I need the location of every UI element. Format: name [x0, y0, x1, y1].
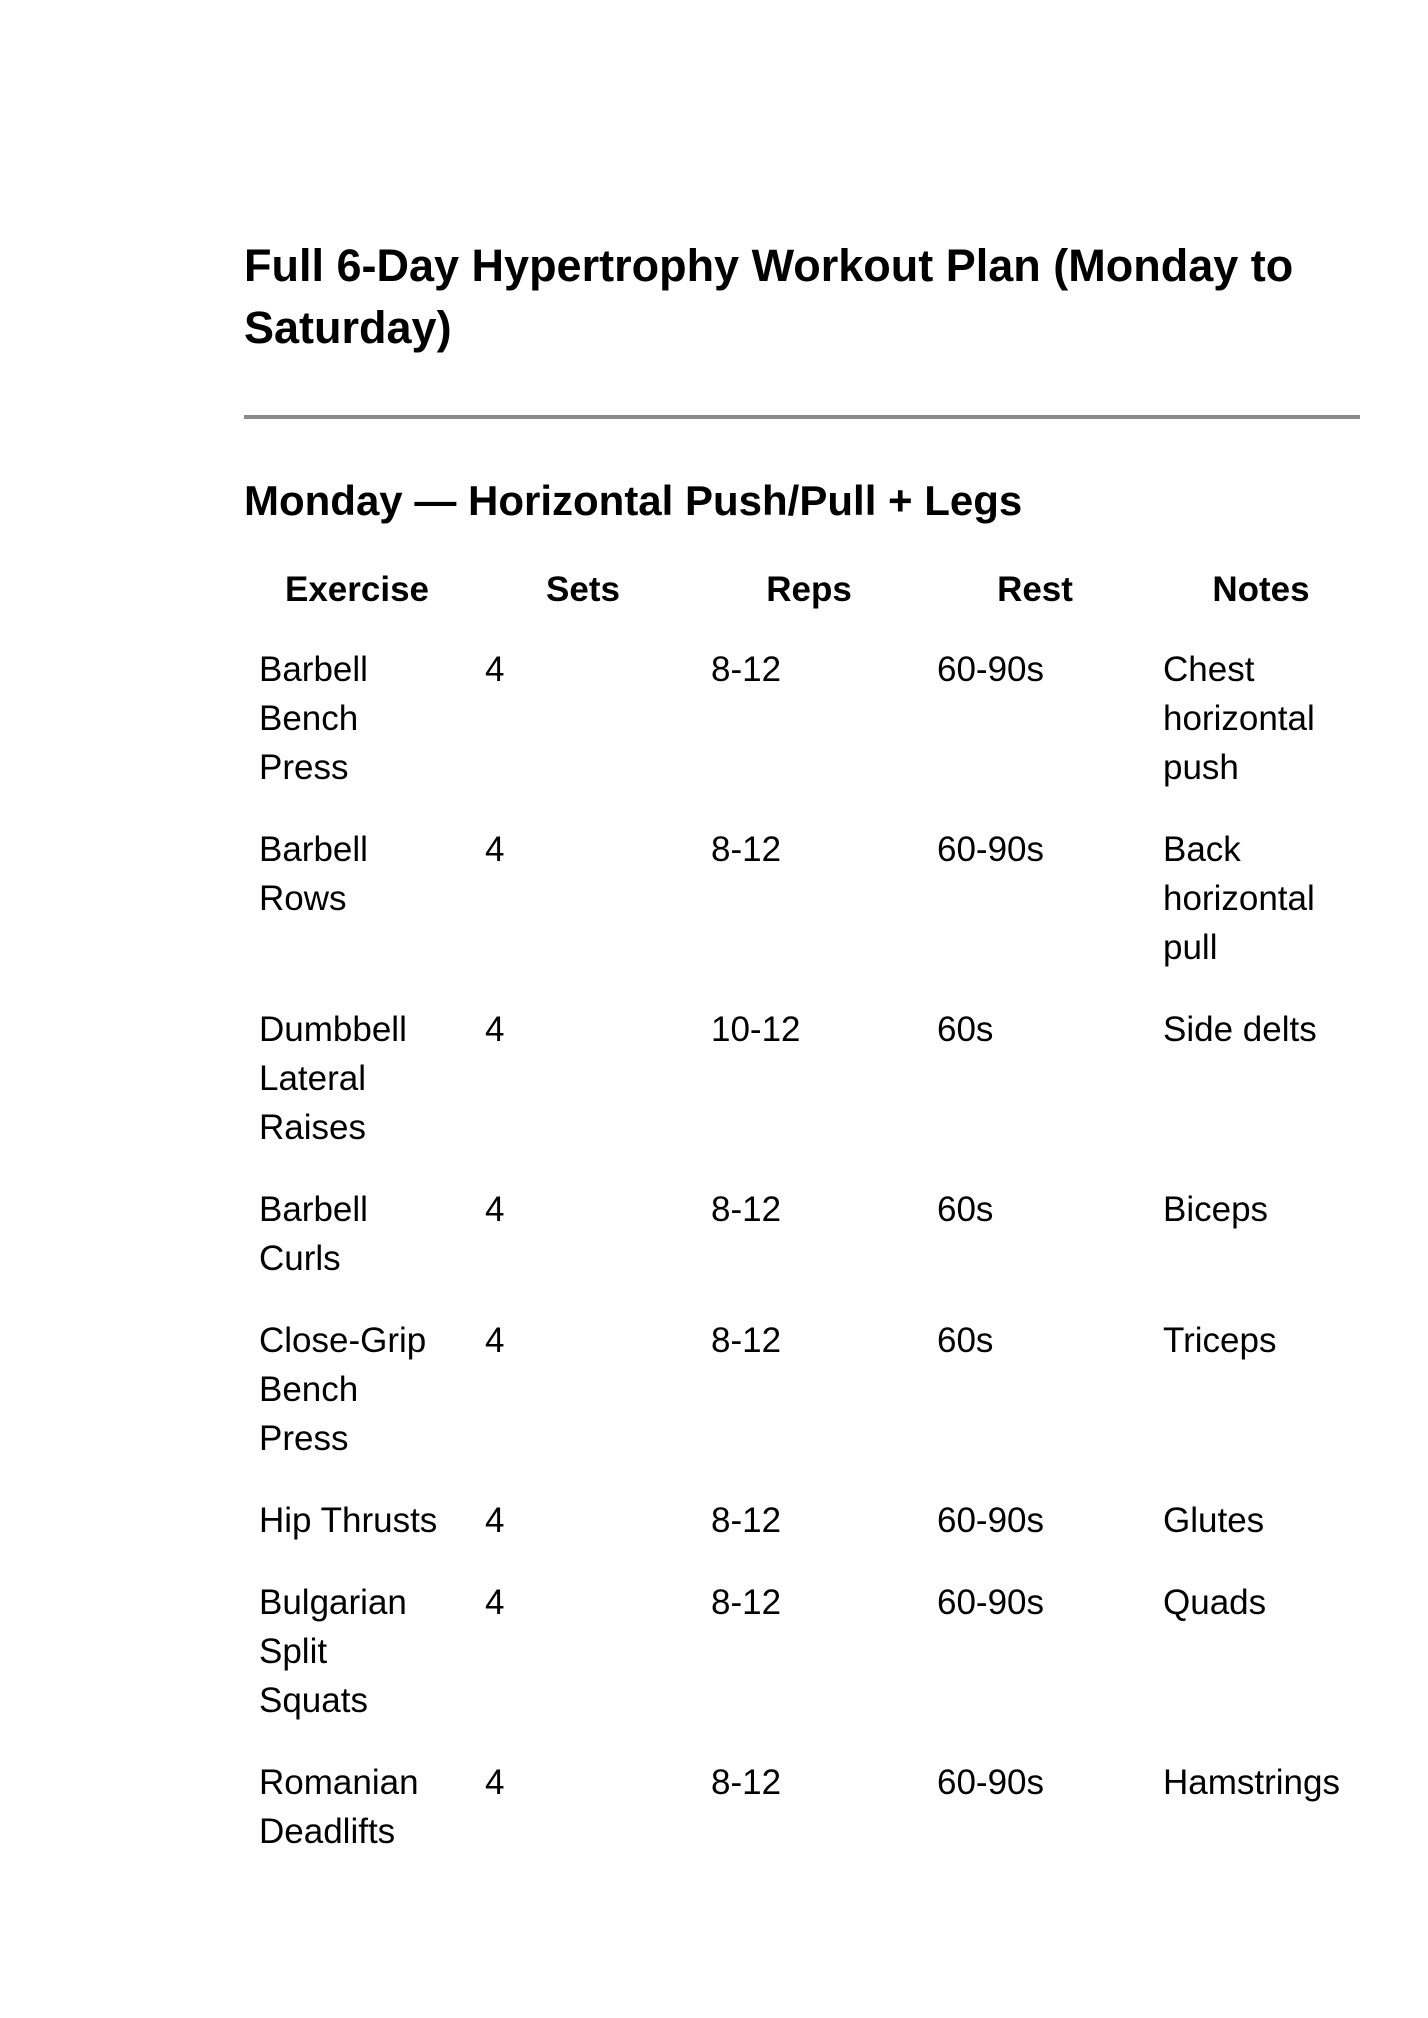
workout-table-body: Barbell Bench Press 4 8-12 60-90s Chest hori…: [244, 645, 1374, 1889]
reps-cell: 8-12: [711, 1190, 782, 1229]
sets-cell: 4: [485, 650, 505, 689]
notes-cell: Side delts: [1163, 1010, 1317, 1049]
rest-cell: 60-90s: [937, 1501, 1045, 1540]
rest-cell: 60s: [937, 1010, 994, 1049]
notes-cell: Biceps: [1163, 1190, 1269, 1229]
rest-cell: 60s: [937, 1190, 994, 1229]
exercise-cell: Barbell Bench Press: [259, 650, 368, 787]
rest-cell: 60-90s: [937, 1763, 1045, 1802]
exercise-cell: Hip Thrusts: [259, 1501, 438, 1540]
table-row: Barbell Rows 4 8-12 60-90s Back horizontal p…: [244, 825, 1374, 1005]
table-row: Barbell Curls 4 8-12 60s Biceps: [244, 1185, 1374, 1316]
sets-cell: 4: [485, 1190, 505, 1229]
notes-cell: Triceps: [1163, 1321, 1277, 1360]
table-row: Romanian Deadlifts 4 8-12 60-90s Hamstrings: [244, 1758, 1374, 1889]
sets-cell: 4: [485, 1010, 505, 1049]
reps-cell: 10-12: [711, 1010, 801, 1049]
column-header-rest: Rest: [997, 570, 1073, 609]
document-title: Full 6-Day Hypertrophy Workout Plan (Mon…: [244, 240, 1294, 353]
rest-cell: 60s: [937, 1321, 994, 1360]
reps-cell: 8-12: [711, 650, 782, 689]
notes-cell: Back horizontal pull: [1163, 830, 1315, 967]
column-header-exercise: Exercise: [284, 570, 430, 609]
sets-cell: 4: [485, 1583, 505, 1622]
reps-cell: 8-12: [711, 1321, 782, 1360]
sets-cell: 4: [485, 830, 505, 869]
reps-cell: 8-12: [711, 830, 782, 869]
exercise-cell: Romanian Deadlifts: [259, 1763, 419, 1851]
sets-cell: 4: [485, 1501, 505, 1540]
header-row: Exercise Sets Reps Rest Notes: [244, 565, 1374, 645]
exercise-cell: Barbell Curls: [259, 1190, 368, 1278]
rest-cell: 60-90s: [937, 650, 1045, 689]
reps-cell: 8-12: [711, 1583, 782, 1622]
table-row: Dumbbell Lateral Raises 4 10-12 60s Side del…: [244, 1005, 1374, 1185]
column-header-reps: Reps: [766, 570, 852, 609]
notes-cell: Hamstrings: [1163, 1763, 1340, 1802]
section-heading-monday: Monday — Horizontal Push/Pull + Legs: [244, 477, 1023, 524]
table-row: Barbell Bench Press 4 8-12 60-90s Chest hori…: [244, 645, 1374, 825]
column-header-notes: Notes: [1212, 570, 1310, 609]
rest-cell: 60-90s: [937, 1583, 1045, 1622]
notes-cell: Glutes: [1163, 1501, 1265, 1540]
notes-cell: Quads: [1163, 1583, 1267, 1622]
sets-cell: 4: [485, 1321, 505, 1360]
exercise-cell: Close-Grip Bench Press: [259, 1321, 427, 1458]
reps-cell: 8-12: [711, 1501, 782, 1540]
table-row: Hip Thrusts 4 8-12 60-90s Glutes: [244, 1496, 1374, 1578]
workout-table-header: Exercise Sets Reps Rest Notes: [244, 565, 1374, 645]
table-row: Close-Grip Bench Press 4 8-12 60s Triceps: [244, 1316, 1374, 1496]
reps-cell: 8-12: [711, 1763, 782, 1802]
column-header-sets: Sets: [546, 570, 620, 609]
exercise-cell: Dumbbell Lateral Raises: [259, 1010, 407, 1147]
horizontal-divider: [244, 415, 1360, 419]
notes-cell: Chest horizontal push: [1163, 650, 1315, 787]
exercise-cell: Barbell Rows: [259, 830, 368, 918]
table-row: Bulgarian Split Squats 4 8-12 60-90s Quads: [244, 1578, 1374, 1758]
rest-cell: 60-90s: [937, 830, 1045, 869]
workout-table: Exercise Sets Reps Rest Notes Barbell Be…: [244, 565, 1374, 1889]
sets-cell: 4: [485, 1763, 505, 1802]
exercise-cell: Bulgarian Split Squats: [259, 1583, 407, 1720]
